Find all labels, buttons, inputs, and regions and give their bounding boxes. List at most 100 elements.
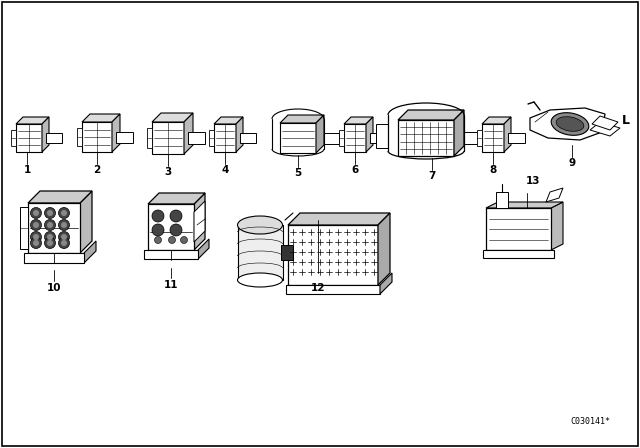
Circle shape xyxy=(31,220,42,231)
Polygon shape xyxy=(11,130,16,146)
Circle shape xyxy=(61,222,67,228)
Circle shape xyxy=(31,237,42,249)
Polygon shape xyxy=(380,273,392,294)
Text: 13: 13 xyxy=(525,176,540,186)
Polygon shape xyxy=(462,132,479,144)
Circle shape xyxy=(58,237,70,249)
Circle shape xyxy=(180,237,188,244)
Text: 8: 8 xyxy=(490,165,497,175)
Polygon shape xyxy=(366,117,373,152)
Polygon shape xyxy=(209,130,214,146)
Polygon shape xyxy=(20,207,28,249)
Polygon shape xyxy=(496,192,508,208)
Polygon shape xyxy=(16,117,49,124)
Ellipse shape xyxy=(556,116,584,131)
Circle shape xyxy=(47,222,53,228)
Circle shape xyxy=(61,234,67,240)
Ellipse shape xyxy=(237,273,282,287)
Polygon shape xyxy=(238,225,283,280)
Polygon shape xyxy=(84,241,96,263)
Polygon shape xyxy=(486,208,551,250)
Polygon shape xyxy=(288,213,390,225)
Text: 4: 4 xyxy=(221,165,228,175)
Circle shape xyxy=(170,210,182,222)
Circle shape xyxy=(61,240,67,246)
Polygon shape xyxy=(592,116,618,130)
Polygon shape xyxy=(378,213,390,285)
Text: 7: 7 xyxy=(428,171,436,181)
Circle shape xyxy=(47,210,53,216)
Polygon shape xyxy=(322,133,339,144)
Polygon shape xyxy=(281,245,293,260)
Text: 10: 10 xyxy=(47,283,61,293)
Circle shape xyxy=(58,220,70,231)
Polygon shape xyxy=(288,225,378,285)
Polygon shape xyxy=(214,117,243,124)
Circle shape xyxy=(154,237,161,244)
Circle shape xyxy=(45,232,56,242)
Polygon shape xyxy=(24,253,84,263)
Polygon shape xyxy=(316,115,324,153)
Polygon shape xyxy=(188,132,205,144)
Polygon shape xyxy=(152,122,184,154)
Text: 9: 9 xyxy=(568,158,575,168)
Polygon shape xyxy=(144,250,198,259)
Polygon shape xyxy=(376,124,388,148)
Circle shape xyxy=(152,210,164,222)
Text: 5: 5 xyxy=(294,168,301,178)
Text: 11: 11 xyxy=(164,280,179,290)
Polygon shape xyxy=(77,128,82,146)
Polygon shape xyxy=(112,114,120,152)
Polygon shape xyxy=(214,124,236,152)
Polygon shape xyxy=(504,117,511,152)
Text: 6: 6 xyxy=(351,165,358,175)
Polygon shape xyxy=(28,191,92,203)
Polygon shape xyxy=(398,120,454,156)
Polygon shape xyxy=(184,113,193,154)
Polygon shape xyxy=(194,193,205,250)
Polygon shape xyxy=(194,201,205,242)
Polygon shape xyxy=(370,133,387,143)
Polygon shape xyxy=(147,128,152,148)
Polygon shape xyxy=(398,110,464,120)
Circle shape xyxy=(33,222,39,228)
Polygon shape xyxy=(344,117,373,124)
Polygon shape xyxy=(454,110,464,156)
Circle shape xyxy=(31,232,42,242)
Polygon shape xyxy=(280,115,324,123)
Polygon shape xyxy=(236,117,243,152)
Polygon shape xyxy=(80,191,92,253)
Polygon shape xyxy=(530,108,605,140)
Polygon shape xyxy=(286,285,380,294)
Text: 3: 3 xyxy=(164,167,172,177)
Polygon shape xyxy=(148,204,194,250)
Polygon shape xyxy=(240,133,256,143)
Circle shape xyxy=(58,232,70,242)
Circle shape xyxy=(47,234,53,240)
Polygon shape xyxy=(148,193,205,204)
Polygon shape xyxy=(82,114,120,122)
Polygon shape xyxy=(482,124,504,152)
Text: 12: 12 xyxy=(311,283,325,293)
Polygon shape xyxy=(551,202,563,250)
Polygon shape xyxy=(152,113,193,122)
Polygon shape xyxy=(280,123,316,153)
Circle shape xyxy=(45,207,56,219)
Polygon shape xyxy=(16,124,42,152)
Polygon shape xyxy=(486,202,563,208)
Circle shape xyxy=(58,207,70,219)
Polygon shape xyxy=(116,132,133,143)
Ellipse shape xyxy=(551,113,589,135)
Polygon shape xyxy=(28,203,80,253)
Text: 1: 1 xyxy=(24,165,31,175)
Circle shape xyxy=(61,210,67,216)
Text: C030141*: C030141* xyxy=(570,417,610,426)
Circle shape xyxy=(31,207,42,219)
Circle shape xyxy=(45,220,56,231)
Circle shape xyxy=(168,237,175,244)
Ellipse shape xyxy=(237,216,282,234)
Polygon shape xyxy=(508,133,525,143)
Polygon shape xyxy=(339,130,344,146)
Circle shape xyxy=(152,224,164,236)
Text: L: L xyxy=(622,113,630,126)
